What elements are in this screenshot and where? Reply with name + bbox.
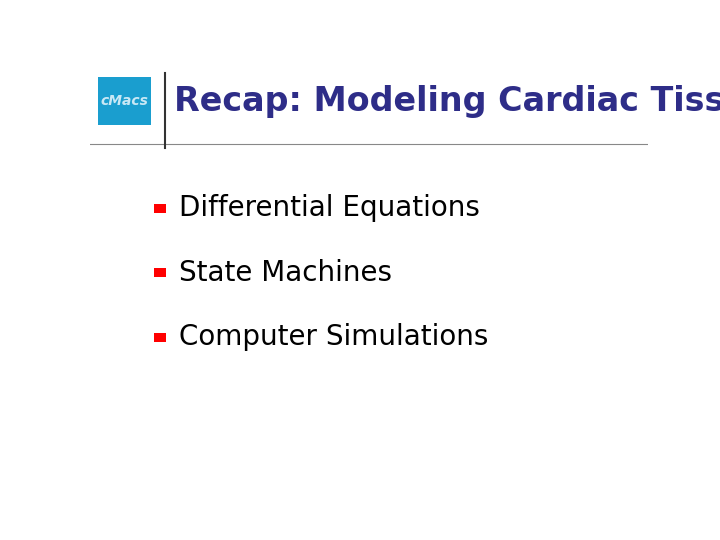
- Text: Recap: Modeling Cardiac Tissue: Recap: Modeling Cardiac Tissue: [174, 85, 720, 118]
- Text: State Machines: State Machines: [179, 259, 392, 287]
- FancyBboxPatch shape: [98, 77, 150, 125]
- Text: Differential Equations: Differential Equations: [179, 194, 480, 222]
- FancyBboxPatch shape: [153, 204, 166, 213]
- Text: Computer Simulations: Computer Simulations: [179, 323, 489, 351]
- FancyBboxPatch shape: [153, 333, 166, 342]
- Text: cMacs: cMacs: [100, 94, 148, 108]
- FancyBboxPatch shape: [153, 268, 166, 277]
